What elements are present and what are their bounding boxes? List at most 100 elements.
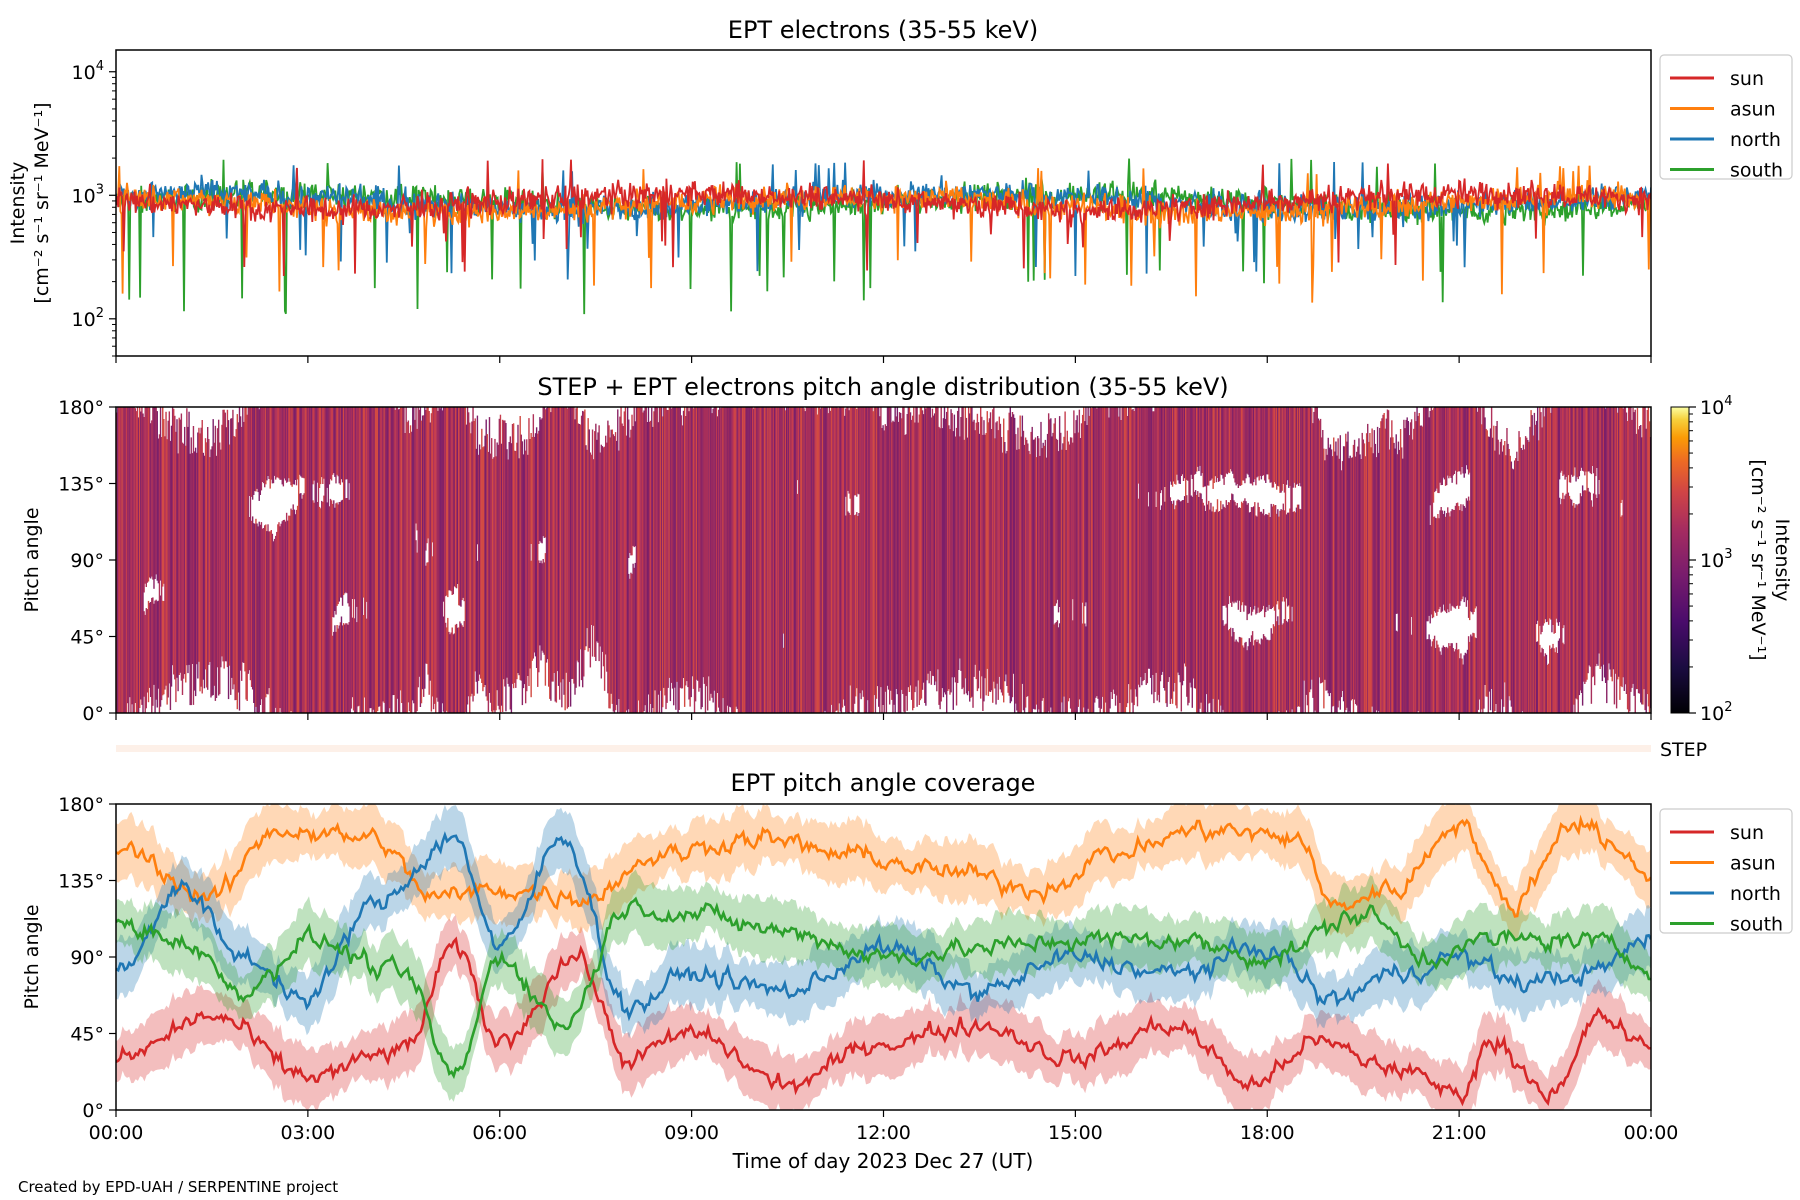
heatmap-cell: [338, 407, 340, 484]
heatmap-cell: [326, 502, 328, 713]
heatmap-cell: [588, 429, 590, 648]
heatmap-cell: [339, 501, 342, 598]
heatmap-cell: [856, 409, 858, 497]
heatmap-cell: [1067, 441, 1070, 702]
heatmap-cell: [359, 407, 361, 713]
heatmap-cell: [905, 434, 907, 696]
heatmap-cell: [1338, 458, 1340, 701]
heatmap-cell: [1558, 638, 1561, 713]
heatmap-cell: [1102, 407, 1105, 713]
heatmap-cell: [909, 412, 912, 686]
heatmap-cell: [180, 413, 183, 681]
heatmap-cell: [1396, 631, 1399, 713]
heatmap-cell: [449, 634, 451, 713]
heatmap-cell: [1188, 407, 1190, 703]
heatmap-cell: [461, 407, 463, 601]
heatmap-cell: [142, 413, 144, 713]
heatmap-cell: [1421, 426, 1424, 713]
heatmap-cell: [349, 407, 351, 713]
heatmap-cell: [372, 407, 374, 710]
heatmap-cell: [727, 407, 730, 713]
heatmap-cell: [1465, 407, 1468, 466]
heatmap-cell: [132, 407, 134, 713]
heatmap-cell: [1055, 622, 1058, 713]
heatmap-cell: [268, 407, 270, 479]
heatmap-cell: [1159, 509, 1162, 682]
heatmap-cell: [478, 444, 481, 675]
heatmap-cell: [772, 407, 775, 713]
heatmap-cell: [712, 408, 714, 703]
heatmap-cell: [898, 412, 901, 713]
heatmap-cell: [1258, 407, 1260, 481]
heatmap-cell: [402, 407, 404, 713]
heatmap-cell: [816, 414, 819, 713]
heatmap-cell: [1430, 407, 1433, 615]
heatmap-cell: [827, 413, 829, 713]
heatmap-cell: [1070, 437, 1073, 713]
heatmap-cell: [1136, 407, 1139, 707]
heatmap-cell: [1603, 407, 1606, 678]
heatmap-cell: [239, 416, 242, 671]
heatmap-cell: [319, 508, 322, 713]
heatmap-cell: [1229, 627, 1232, 713]
heatmap-cell: [1558, 497, 1561, 623]
heatmap-cell: [890, 407, 892, 691]
heatmap-cell: [1486, 430, 1488, 697]
heatmap-cell: [1562, 492, 1564, 629]
heatmap-cell: [386, 407, 389, 713]
heatmap-cell: [1454, 649, 1457, 713]
heatmap-cell: [1323, 448, 1325, 709]
heatmap-cell: [954, 436, 957, 683]
heatmap-cell: [925, 408, 927, 706]
heatmap-cell: [977, 422, 980, 689]
heatmap-cell: [939, 428, 941, 710]
heatmap-cell: [1401, 447, 1403, 713]
heatmap-cell: [1393, 442, 1395, 713]
heatmap-cell: [1336, 455, 1338, 713]
heatmap-cell: [1165, 407, 1167, 704]
heatmap-cell: [1158, 407, 1161, 703]
heatmap-cell: [1465, 653, 1468, 713]
heatmap-cell: [1531, 415, 1533, 713]
heatmap-cell: [746, 407, 748, 713]
heatmap-cell: [1258, 643, 1260, 713]
heatmap-cell: [1461, 407, 1463, 467]
heatmap-cell: [498, 418, 501, 710]
heatmap-cell: [1413, 428, 1415, 713]
heatmap-cell: [651, 407, 653, 713]
heatmap-cell: [520, 434, 522, 681]
heatmap-cell: [1099, 407, 1101, 713]
heatmap-cell: [1206, 407, 1209, 486]
heatmap-cell: [884, 424, 886, 692]
heatmap-cell: [998, 416, 1001, 677]
heatmap-cell: [641, 407, 643, 713]
heatmap-cell: [342, 407, 345, 596]
heatmap-cell: [1178, 500, 1180, 676]
heatmap-cell: [300, 493, 302, 713]
heatmap-cell: [978, 433, 981, 671]
panel2-ytick-label: 0°: [82, 703, 104, 725]
heatmap-cell: [268, 531, 270, 689]
heatmap-cell: [1460, 504, 1462, 602]
heatmap-cell: [365, 618, 368, 713]
heatmap-cell: [1615, 407, 1618, 709]
heatmap-cell: [1234, 407, 1236, 483]
heatmap-cell: [1129, 407, 1131, 713]
heatmap-cell: [683, 407, 686, 707]
heatmap-cell: [448, 631, 450, 713]
heatmap-cell: [1442, 514, 1445, 605]
heatmap-cell: [1181, 500, 1184, 686]
heatmap-cell: [1379, 428, 1381, 713]
heatmap-cell: [869, 407, 871, 713]
panel2-y-axis: 0°45°90°135°180°: [58, 397, 116, 725]
heatmap-cell: [818, 407, 821, 713]
heatmap-cell: [1587, 407, 1589, 472]
heatmap-cell: [1433, 635, 1436, 713]
heatmap-cell: [1079, 438, 1082, 713]
heatmap-cell: [1424, 407, 1426, 713]
heatmap-cell: [408, 433, 411, 712]
heatmap-cell: [1570, 499, 1573, 713]
heatmap-cell: [594, 431, 596, 657]
heatmap-cell: [1012, 414, 1015, 674]
heatmap-cell: [1087, 407, 1089, 709]
